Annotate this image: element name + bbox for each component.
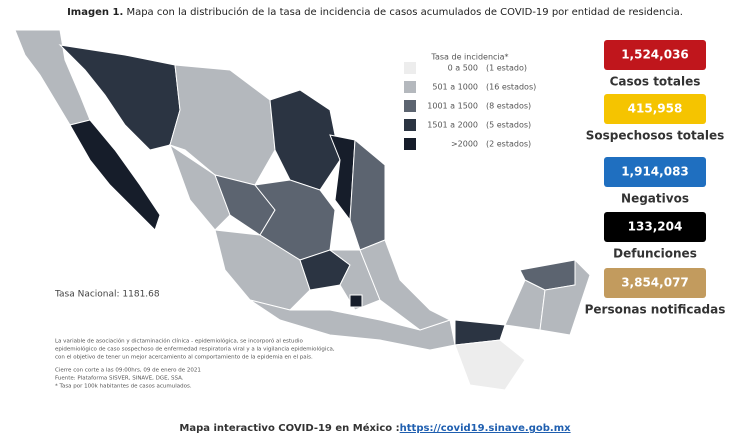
- stat-box: [604, 268, 706, 298]
- legend-range: 1001 a 1500: [427, 102, 478, 111]
- legend-title: Tasa de incidencia*: [430, 53, 508, 62]
- footnote: La variable de asociación y dictaminació…: [55, 338, 304, 345]
- map: [14, 29, 591, 391]
- footer-link[interactable]: https://covid19.sinave.gob.mx: [400, 423, 571, 434]
- stat-box: [604, 40, 706, 70]
- stat-label: Defunciones: [613, 247, 697, 261]
- footnote: Fuente: Plataforma SISVER, SINAVE, DGE, …: [55, 376, 184, 382]
- footnote: epidemiológico de caso sospechoso de enf…: [55, 346, 335, 353]
- legend-range: 1501 a 2000: [427, 121, 478, 130]
- footer: Mapa interactivo COVID-19 en México :htt…: [179, 422, 571, 434]
- legend-count: (16 estados): [486, 83, 536, 92]
- footnote: Cierre con corte a las 09:00hrs, 09 de e…: [55, 368, 201, 374]
- footnotes: La variable de asociación y dictaminació…: [55, 338, 335, 390]
- stat-box: [604, 94, 706, 124]
- legend-swatch: [404, 100, 416, 112]
- legend-range: 0 a 500: [448, 64, 478, 73]
- stats: 1,524,036 Casos totales 415,958 Sospechosos…: [585, 40, 726, 317]
- stat-value: 415,958: [628, 102, 683, 116]
- national-rate: Tasa Nacional: 1181.68: [54, 290, 160, 300]
- stat-value: 1,914,083: [621, 165, 689, 179]
- title-bold: Imagen 1.: [67, 7, 123, 18]
- footnote: con el objetivo de tener un mejor acerca…: [55, 354, 313, 361]
- legend-count: (8 estados): [486, 102, 531, 111]
- stat-value: 133,204: [628, 220, 683, 234]
- legend-swatch: [404, 119, 416, 131]
- stat-label: Casos totales: [610, 75, 701, 89]
- stat-box: [604, 212, 706, 242]
- legend-swatch: [404, 62, 416, 74]
- stat-label: Personas notificadas: [585, 303, 726, 317]
- footer-text: Mapa interactivo COVID-19 en México :: [179, 422, 399, 434]
- legend: 0 a 500 (1 estado) 501 a 1000 (16 estados) 1…: [404, 62, 536, 150]
- stat-value: 3,854,077: [621, 276, 689, 290]
- stat-label: Sospechosos totales: [586, 129, 725, 143]
- stat-box: [604, 157, 706, 187]
- legend-swatch: [404, 81, 416, 93]
- stat-label: Negativos: [621, 192, 689, 206]
- legend-count: (5 estados): [486, 121, 531, 130]
- legend-count: (2 estados): [486, 140, 531, 149]
- legend-swatch: [404, 138, 416, 150]
- title-text: Mapa con la distribución de la tasa de i…: [126, 6, 682, 18]
- footnote: * Tasa por 100k habitantes de casos acum…: [55, 384, 192, 390]
- title: Imagen 1. Mapa con la distribución de la…: [67, 6, 683, 18]
- legend-count: (1 estado): [486, 64, 527, 73]
- legend-range: >2000: [451, 140, 478, 149]
- stat-value: 1,524,036: [621, 48, 689, 62]
- legend-range: 501 a 1000: [432, 83, 478, 92]
